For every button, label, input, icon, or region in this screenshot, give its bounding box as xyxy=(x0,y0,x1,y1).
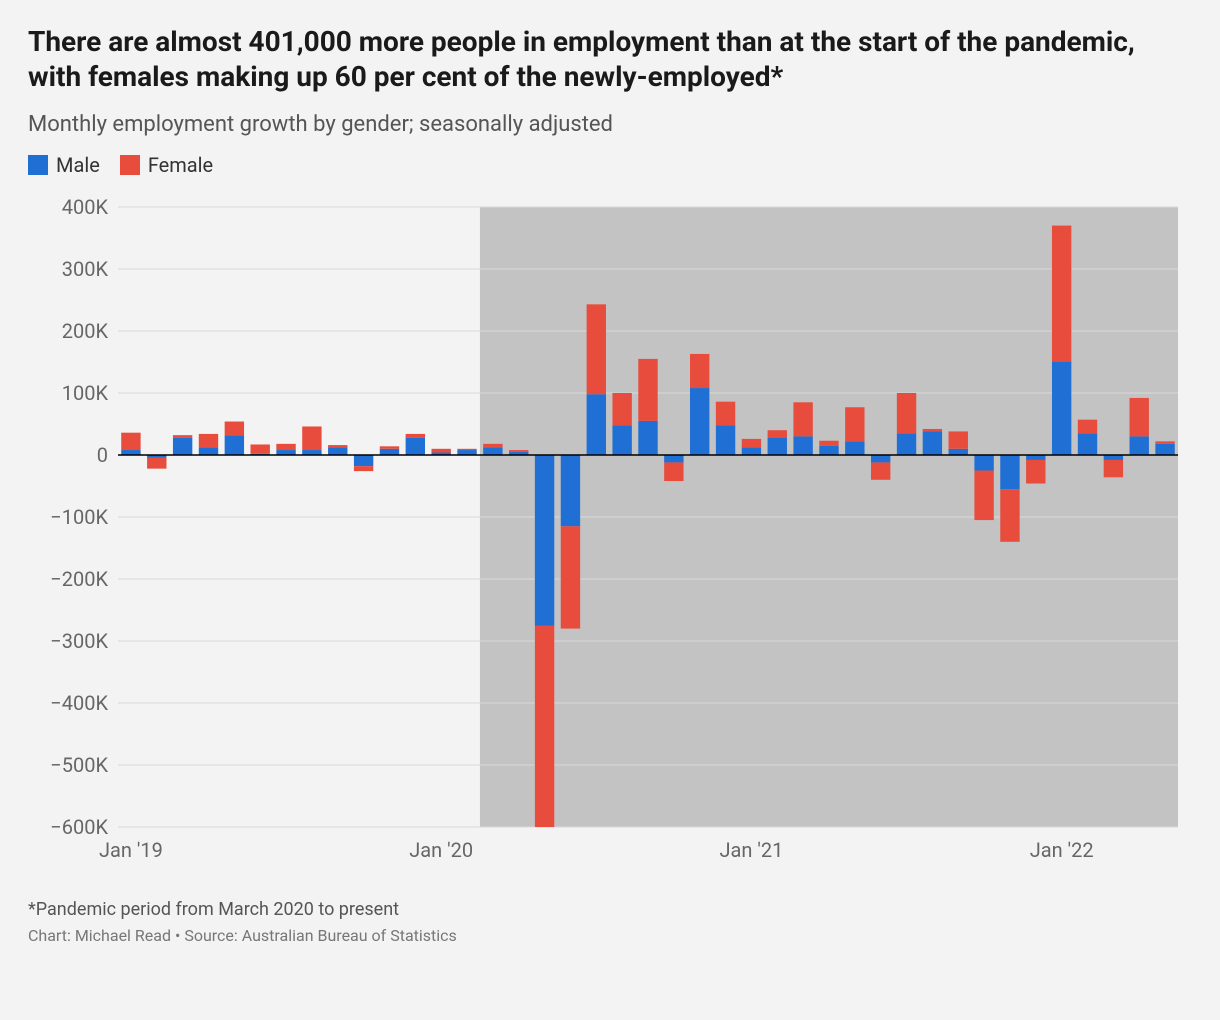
svg-text:Jan '19: Jan '19 xyxy=(99,838,163,862)
legend-label-female: Female xyxy=(148,153,213,177)
svg-text:−400K: −400K xyxy=(50,691,108,715)
svg-text:Jan '20: Jan '20 xyxy=(409,838,473,862)
legend-item-male: Male xyxy=(28,153,100,177)
legend-swatch-male xyxy=(28,155,48,175)
legend-label-male: Male xyxy=(56,153,100,177)
svg-text:400K: 400K xyxy=(62,197,109,219)
chart-footnote: *Pandemic period from March 2020 to pres… xyxy=(28,899,1192,920)
svg-text:Jan '21: Jan '21 xyxy=(719,838,783,862)
svg-text:200K: 200K xyxy=(62,319,109,343)
legend-swatch-female xyxy=(120,155,140,175)
chart-title: There are almost 401,000 more people in … xyxy=(28,24,1192,94)
legend-item-female: Female xyxy=(120,153,213,177)
chart-credit: Chart: Michael Read • Source: Australian… xyxy=(28,926,1192,945)
svg-text:Jan '22: Jan '22 xyxy=(1030,838,1094,862)
chart-svg: −600K −500K −400K −300K −200K −100K 0 100K 200K 3… xyxy=(28,197,1188,877)
svg-text:−600K: −600K xyxy=(50,815,108,839)
svg-text:300K: 300K xyxy=(62,257,109,281)
svg-text:−100K: −100K xyxy=(50,505,108,529)
svg-text:100K: 100K xyxy=(62,381,109,405)
chart-plot: −600K −500K −400K −300K −200K −100K 0 100K 200K 3… xyxy=(28,197,1192,881)
svg-text:−300K: −300K xyxy=(50,629,108,653)
svg-text:−500K: −500K xyxy=(50,753,108,777)
chart-subtitle: Monthly employment growth by gender; sea… xyxy=(28,112,1192,137)
chart-container: There are almost 401,000 more people in … xyxy=(0,0,1220,1020)
svg-text:0: 0 xyxy=(97,443,108,467)
legend: Male Female xyxy=(28,153,1192,177)
svg-text:−200K: −200K xyxy=(50,567,108,591)
